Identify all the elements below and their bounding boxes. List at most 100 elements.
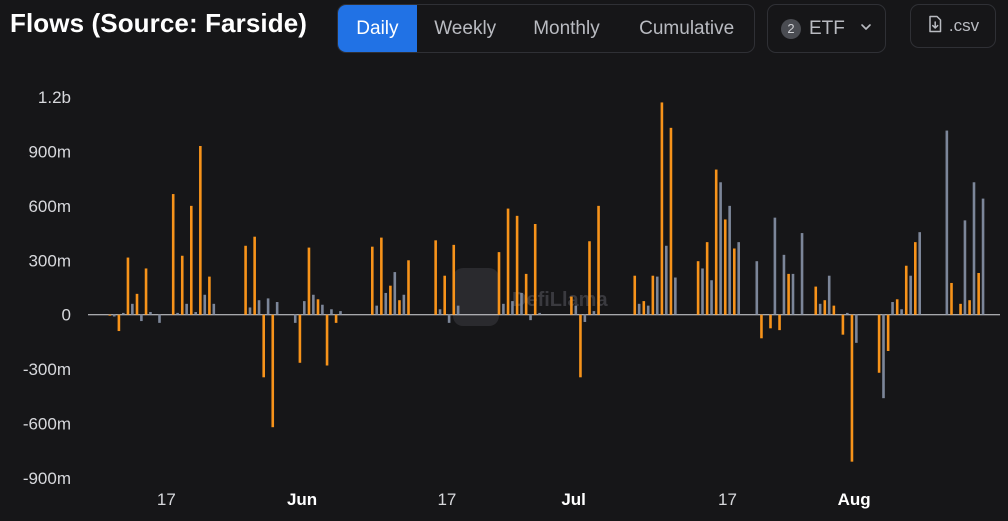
tab-weekly[interactable]: Weekly xyxy=(434,17,497,39)
bar-series-1[interactable] xyxy=(633,275,637,315)
bar-series-1[interactable] xyxy=(696,261,700,315)
bar-series-1[interactable] xyxy=(904,265,908,315)
bar-series-1[interactable] xyxy=(144,268,148,315)
bar-series-2[interactable] xyxy=(646,305,650,315)
bar-series-1[interactable] xyxy=(778,314,781,331)
bar-series-1[interactable] xyxy=(588,241,591,315)
bar-series-2[interactable] xyxy=(402,294,406,315)
bar-series-1[interactable] xyxy=(959,303,962,315)
bar-series-2[interactable] xyxy=(248,307,252,315)
bar-series-1[interactable] xyxy=(108,314,112,316)
bar-series-1[interactable] xyxy=(325,314,329,366)
bar-series-2[interactable] xyxy=(275,302,279,315)
bar-series-1[interactable] xyxy=(669,127,673,315)
bar-series-2[interactable] xyxy=(972,182,976,315)
bar-series-2[interactable] xyxy=(637,303,641,315)
bar-series-1[interactable] xyxy=(814,286,818,315)
bar-series-1[interactable] xyxy=(733,248,736,315)
bar-series-1[interactable] xyxy=(443,275,446,315)
bar-series-2[interactable] xyxy=(719,182,722,315)
bar-series-2[interactable] xyxy=(665,245,668,315)
bar-series-2[interactable] xyxy=(827,275,831,315)
bar-series-1[interactable] xyxy=(570,296,573,315)
bar-series-1[interactable] xyxy=(190,205,193,315)
bar-series-1[interactable] xyxy=(452,244,456,315)
bar-series-2[interactable] xyxy=(963,220,967,315)
bar-series-1[interactable] xyxy=(524,273,528,315)
bar-series-2[interactable] xyxy=(791,273,795,315)
bar-series-2[interactable] xyxy=(574,305,578,315)
bar-series-1[interactable] xyxy=(787,273,790,315)
bar-series-1[interactable] xyxy=(760,314,763,339)
bar-series-1[interactable] xyxy=(117,314,121,332)
bar-series-2[interactable] xyxy=(755,261,759,315)
bar-series-2[interactable] xyxy=(266,298,270,315)
bar-series-1[interactable] xyxy=(371,246,374,315)
bar-series-2[interactable] xyxy=(321,304,324,315)
bar-series-2[interactable] xyxy=(583,314,587,322)
bar-series-2[interactable] xyxy=(818,303,822,315)
bar-series-1[interactable] xyxy=(977,272,980,315)
bar-series-1[interactable] xyxy=(208,276,211,315)
bar-series-2[interactable] xyxy=(909,275,912,315)
bar-series-1[interactable] xyxy=(769,314,772,329)
bar-series-2[interactable] xyxy=(891,302,894,315)
bar-series-1[interactable] xyxy=(877,314,881,373)
bar-series-1[interactable] xyxy=(723,219,727,315)
bar-series-2[interactable] xyxy=(710,280,713,315)
bar-series-2[interactable] xyxy=(203,294,207,315)
bar-series-2[interactable] xyxy=(800,233,804,315)
bar-series-2[interactable] xyxy=(456,305,460,315)
bar-series-2[interactable] xyxy=(194,311,197,315)
bar-series-1[interactable] xyxy=(316,299,320,315)
bar-series-1[interactable] xyxy=(823,300,827,315)
bar-series-2[interactable] xyxy=(782,254,786,315)
bar-series-1[interactable] xyxy=(968,300,971,315)
bar-series-2[interactable] xyxy=(538,312,541,315)
bar-series-2[interactable] xyxy=(520,292,523,315)
bar-series-1[interactable] xyxy=(506,208,510,315)
bar-series-2[interactable] xyxy=(303,301,306,315)
download-csv-button[interactable]: .csv xyxy=(910,4,996,48)
bar-series-2[interactable] xyxy=(502,303,505,315)
bar-series-2[interactable] xyxy=(846,312,849,315)
bar-series-2[interactable] xyxy=(149,311,152,315)
bar-series-2[interactable] xyxy=(447,314,451,323)
bar-series-2[interactable] xyxy=(701,268,704,315)
bar-series-2[interactable] xyxy=(592,311,596,315)
bar-series-2[interactable] xyxy=(384,292,388,315)
bar-series-1[interactable] xyxy=(895,299,899,315)
bar-series-1[interactable] xyxy=(126,257,130,315)
bar-series-1[interactable] xyxy=(180,255,184,315)
bar-series-1[interactable] xyxy=(950,282,953,315)
bar-series-2[interactable] xyxy=(918,232,921,315)
bar-series-2[interactable] xyxy=(112,314,116,317)
bar-series-1[interactable] xyxy=(597,205,600,315)
bar-series-1[interactable] xyxy=(642,301,646,315)
bar-series-1[interactable] xyxy=(135,293,139,315)
bar-series-2[interactable] xyxy=(339,311,342,315)
bar-series-2[interactable] xyxy=(773,217,777,315)
bar-series-2[interactable] xyxy=(674,277,677,315)
bar-series-2[interactable] xyxy=(257,300,261,315)
bar-series-1[interactable] xyxy=(334,314,338,323)
bar-series-1[interactable] xyxy=(307,247,311,315)
tab-daily[interactable]: Daily xyxy=(338,5,417,52)
bar-series-2[interactable] xyxy=(438,309,442,315)
bar-series-2[interactable] xyxy=(212,303,216,315)
bar-series-1[interactable] xyxy=(850,314,854,462)
bar-series-1[interactable] xyxy=(515,215,519,315)
bar-series-2[interactable] xyxy=(293,314,297,323)
bar-series-2[interactable] xyxy=(140,314,143,322)
bar-series-2[interactable] xyxy=(393,272,397,315)
bar-series-1[interactable] xyxy=(398,300,401,315)
bar-series-2[interactable] xyxy=(728,205,731,315)
bar-series-2[interactable] xyxy=(122,312,125,315)
bar-series-2[interactable] xyxy=(945,130,949,315)
bar-series-2[interactable] xyxy=(375,305,378,315)
bar-series-1[interactable] xyxy=(497,252,501,315)
bar-series-2[interactable] xyxy=(655,276,659,315)
bar-series-2[interactable] xyxy=(737,242,740,315)
bar-series-2[interactable] xyxy=(176,312,179,315)
bar-series-1[interactable] xyxy=(914,242,917,315)
